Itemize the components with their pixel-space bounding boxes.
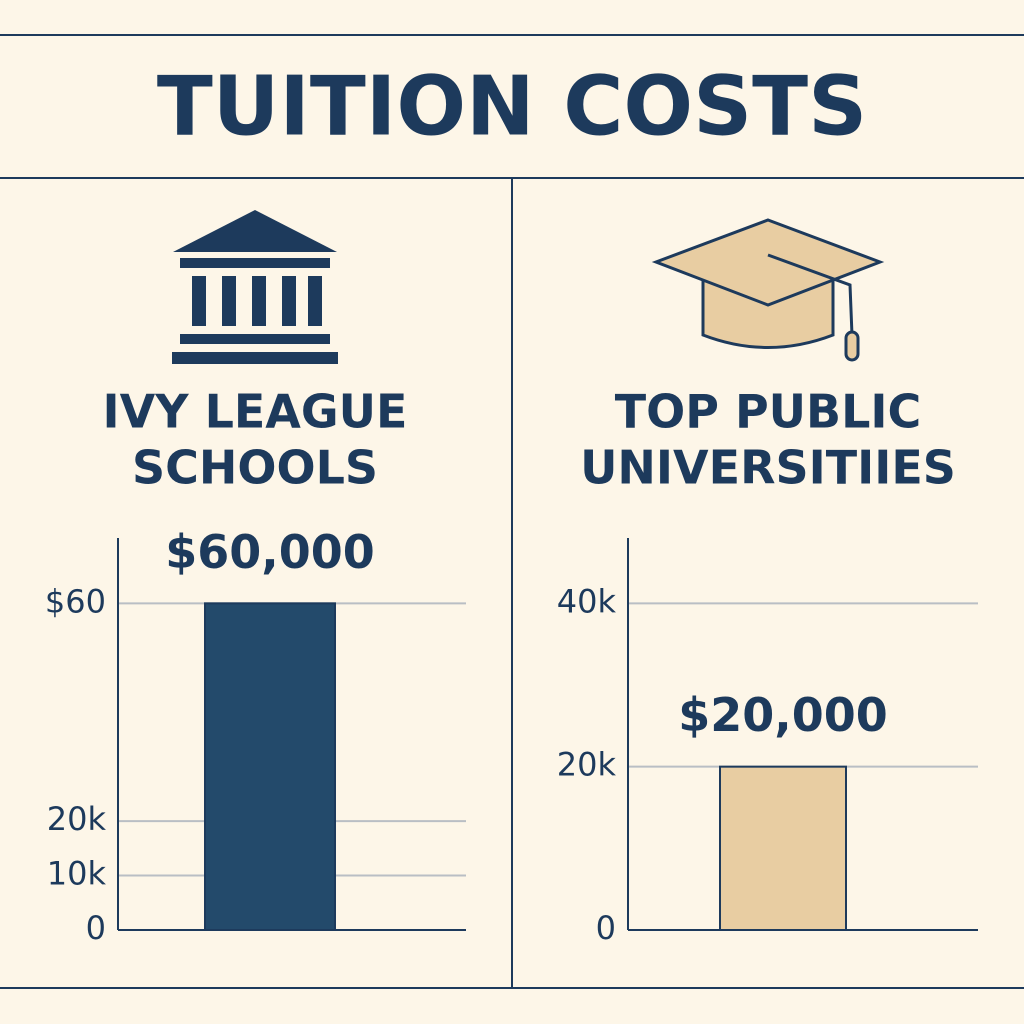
cap-icon bbox=[651, 218, 885, 362]
bar bbox=[719, 765, 847, 932]
y-tick-label: 20k bbox=[557, 746, 617, 784]
value-label: $60,000 bbox=[165, 525, 375, 579]
page-title: TUITION COSTS bbox=[157, 59, 867, 154]
y-tick-label: $60 bbox=[45, 582, 106, 620]
y-tick-label: 20k bbox=[47, 800, 107, 838]
y-tick-label: 0 bbox=[596, 909, 616, 947]
panel-title: IVY LEAGUE bbox=[103, 385, 408, 439]
value-label: $20,000 bbox=[678, 688, 888, 742]
building-icon bbox=[172, 210, 338, 364]
y-tick-label: 40k bbox=[557, 582, 617, 620]
y-tick-label: 0 bbox=[86, 909, 106, 947]
y-tick-label: 10k bbox=[47, 855, 107, 893]
panel-title: SCHOOLS bbox=[132, 441, 378, 495]
bar bbox=[204, 602, 336, 931]
panel-title: TOP PUBLIC bbox=[615, 385, 922, 439]
panel-title: UNIVERSITIIES bbox=[580, 441, 956, 495]
